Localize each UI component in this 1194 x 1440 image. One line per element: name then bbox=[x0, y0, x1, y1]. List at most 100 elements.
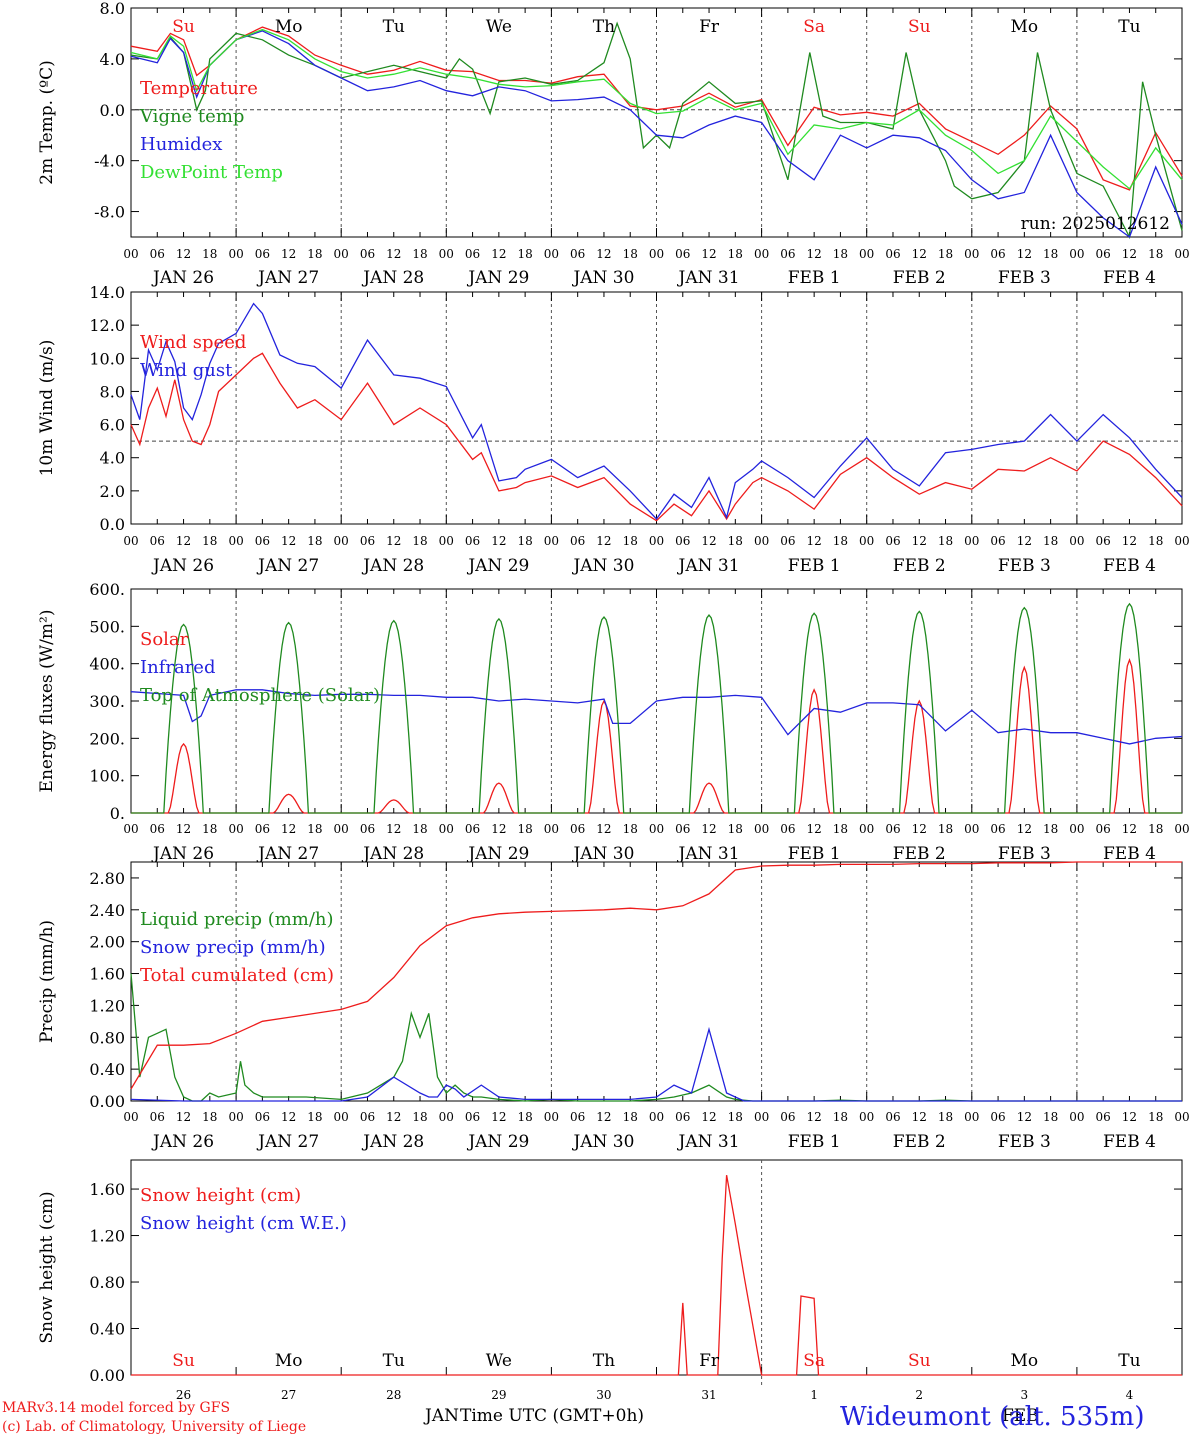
hour-tick-label: 06 bbox=[885, 1110, 900, 1124]
hour-tick-label: 12 bbox=[807, 534, 822, 548]
hour-tick-label: 18 bbox=[517, 534, 532, 548]
weekday-label: Mo bbox=[275, 17, 303, 37]
date-label: JAN 28 bbox=[361, 844, 424, 864]
series-line-wind-gust bbox=[130, 302, 1183, 521]
hour-tick-label: 18 bbox=[412, 247, 427, 261]
x-axis-title: Time UTC (GMT+0h) bbox=[460, 1406, 645, 1426]
y-tick-label: 600. bbox=[89, 580, 125, 599]
day-number-label: 28 bbox=[386, 1388, 401, 1402]
y-tick-label: 2.80 bbox=[89, 869, 125, 888]
y-tick-label: 0.80 bbox=[89, 1028, 125, 1047]
weekday-label: Su bbox=[172, 17, 195, 37]
y-tick-label: 0.0 bbox=[100, 515, 125, 534]
y-tick-label: 8.0 bbox=[100, 382, 125, 401]
weekday-label: Mo bbox=[1011, 1351, 1039, 1371]
hour-tick-label: 00 bbox=[123, 534, 138, 548]
hour-tick-label: 18 bbox=[623, 1110, 638, 1124]
hour-tick-label: 00 bbox=[964, 247, 979, 261]
weekday-label: Mo bbox=[275, 1351, 303, 1371]
hour-tick-label: 06 bbox=[255, 1110, 270, 1124]
weekday-label: Fr bbox=[699, 17, 720, 37]
hour-tick-label: 12 bbox=[807, 1110, 822, 1124]
hour-tick-label: 18 bbox=[728, 534, 743, 548]
hour-tick-label: 12 bbox=[281, 534, 296, 548]
hour-tick-label: 00 bbox=[964, 1110, 979, 1124]
hour-tick-label: 06 bbox=[150, 822, 165, 836]
weekday-label: Sa bbox=[803, 1351, 825, 1371]
hour-tick-label: 12 bbox=[701, 822, 716, 836]
hour-tick-label: 12 bbox=[176, 1110, 191, 1124]
weekday-label: We bbox=[486, 1351, 512, 1371]
hour-tick-label: 18 bbox=[728, 822, 743, 836]
hour-tick-label: 18 bbox=[1148, 822, 1163, 836]
panel-1 bbox=[130, 7, 1183, 240]
hour-tick-label: 12 bbox=[1017, 534, 1032, 548]
day-number-label: 3 bbox=[1021, 1388, 1029, 1402]
hour-tick-label: 00 bbox=[1174, 1110, 1189, 1124]
hour-tick-label: 18 bbox=[1148, 534, 1163, 548]
date-label: JAN 29 bbox=[466, 268, 529, 288]
hour-tick-label: 00 bbox=[1069, 247, 1084, 261]
panel-4 bbox=[130, 861, 1183, 1102]
hour-tick-label: 06 bbox=[990, 1110, 1005, 1124]
y-tick-label: 12.0 bbox=[89, 316, 125, 335]
hour-tick-label: 00 bbox=[754, 822, 769, 836]
hour-tick-label: 00 bbox=[544, 247, 559, 261]
hour-tick-label: 12 bbox=[807, 822, 822, 836]
hour-tick-label: 00 bbox=[544, 1110, 559, 1124]
date-label: JAN 28 bbox=[361, 556, 424, 576]
series-line-vigne-temp bbox=[130, 21, 1183, 240]
hour-tick-label: 06 bbox=[570, 247, 585, 261]
hour-tick-label: 18 bbox=[412, 534, 427, 548]
hour-tick-label: 06 bbox=[675, 1110, 690, 1124]
date-label: JAN 26 bbox=[151, 1132, 214, 1152]
hour-tick-label: 18 bbox=[728, 1110, 743, 1124]
y-tick-label: 2.40 bbox=[89, 901, 125, 920]
y-axis-label: Snow height (cm) bbox=[37, 1191, 57, 1343]
date-label: JAN 27 bbox=[256, 268, 319, 288]
date-label: JAN 30 bbox=[571, 1132, 634, 1152]
hour-tick-label: 06 bbox=[1096, 247, 1111, 261]
hour-tick-label: 00 bbox=[964, 822, 979, 836]
hour-tick-label: 00 bbox=[1069, 822, 1084, 836]
hour-tick-label: 06 bbox=[150, 247, 165, 261]
hour-tick-label: 18 bbox=[517, 822, 532, 836]
hour-tick-label: 00 bbox=[228, 822, 243, 836]
hour-tick-label: 12 bbox=[386, 1110, 401, 1124]
hour-tick-label: 18 bbox=[938, 534, 953, 548]
hour-tick-label: 06 bbox=[360, 534, 375, 548]
hour-tick-label: 18 bbox=[202, 1110, 217, 1124]
hour-tick-label: 00 bbox=[859, 822, 874, 836]
hour-tick-label: 06 bbox=[1096, 1110, 1111, 1124]
weekday-label: Th bbox=[593, 17, 615, 37]
legend-entry: Snow height (cm) bbox=[140, 1185, 301, 1206]
y-tick-label: 2.0 bbox=[100, 482, 125, 501]
hour-tick-label: 12 bbox=[176, 534, 191, 548]
y-tick-label: 0.0 bbox=[100, 101, 125, 120]
y-axis-label: 10m Wind (m/s) bbox=[37, 340, 57, 477]
hour-tick-label: 12 bbox=[491, 822, 506, 836]
y-axis-label: 2m Temp. (ºC) bbox=[37, 60, 57, 185]
date-label: JAN 30 bbox=[571, 268, 634, 288]
hour-tick-label: 00 bbox=[649, 534, 664, 548]
hour-tick-label: 06 bbox=[990, 247, 1005, 261]
y-tick-label: 0.00 bbox=[89, 1092, 125, 1111]
legend-entry: Top of Atmosphere (Solar) bbox=[140, 685, 380, 706]
hour-tick-label: 06 bbox=[570, 822, 585, 836]
hour-tick-label: 06 bbox=[255, 534, 270, 548]
day-number-label: 1 bbox=[810, 1388, 818, 1402]
hour-tick-label: 12 bbox=[176, 247, 191, 261]
date-label: FEB 1 bbox=[788, 556, 841, 576]
date-label: FEB 3 bbox=[998, 1132, 1051, 1152]
hour-tick-label: 12 bbox=[596, 1110, 611, 1124]
hour-tick-label: 18 bbox=[938, 1110, 953, 1124]
hour-tick-label: 00 bbox=[439, 822, 454, 836]
weekday-label: Su bbox=[172, 1351, 195, 1371]
run-annotation: run: 2025012612 bbox=[1021, 214, 1170, 234]
date-label: JAN 28 bbox=[361, 1132, 424, 1152]
hour-tick-label: 18 bbox=[833, 247, 848, 261]
hour-tick-label: 00 bbox=[1174, 247, 1189, 261]
date-label: JAN 31 bbox=[677, 1132, 740, 1152]
date-label: FEB 1 bbox=[788, 1132, 841, 1152]
hour-tick-label: 00 bbox=[439, 1110, 454, 1124]
